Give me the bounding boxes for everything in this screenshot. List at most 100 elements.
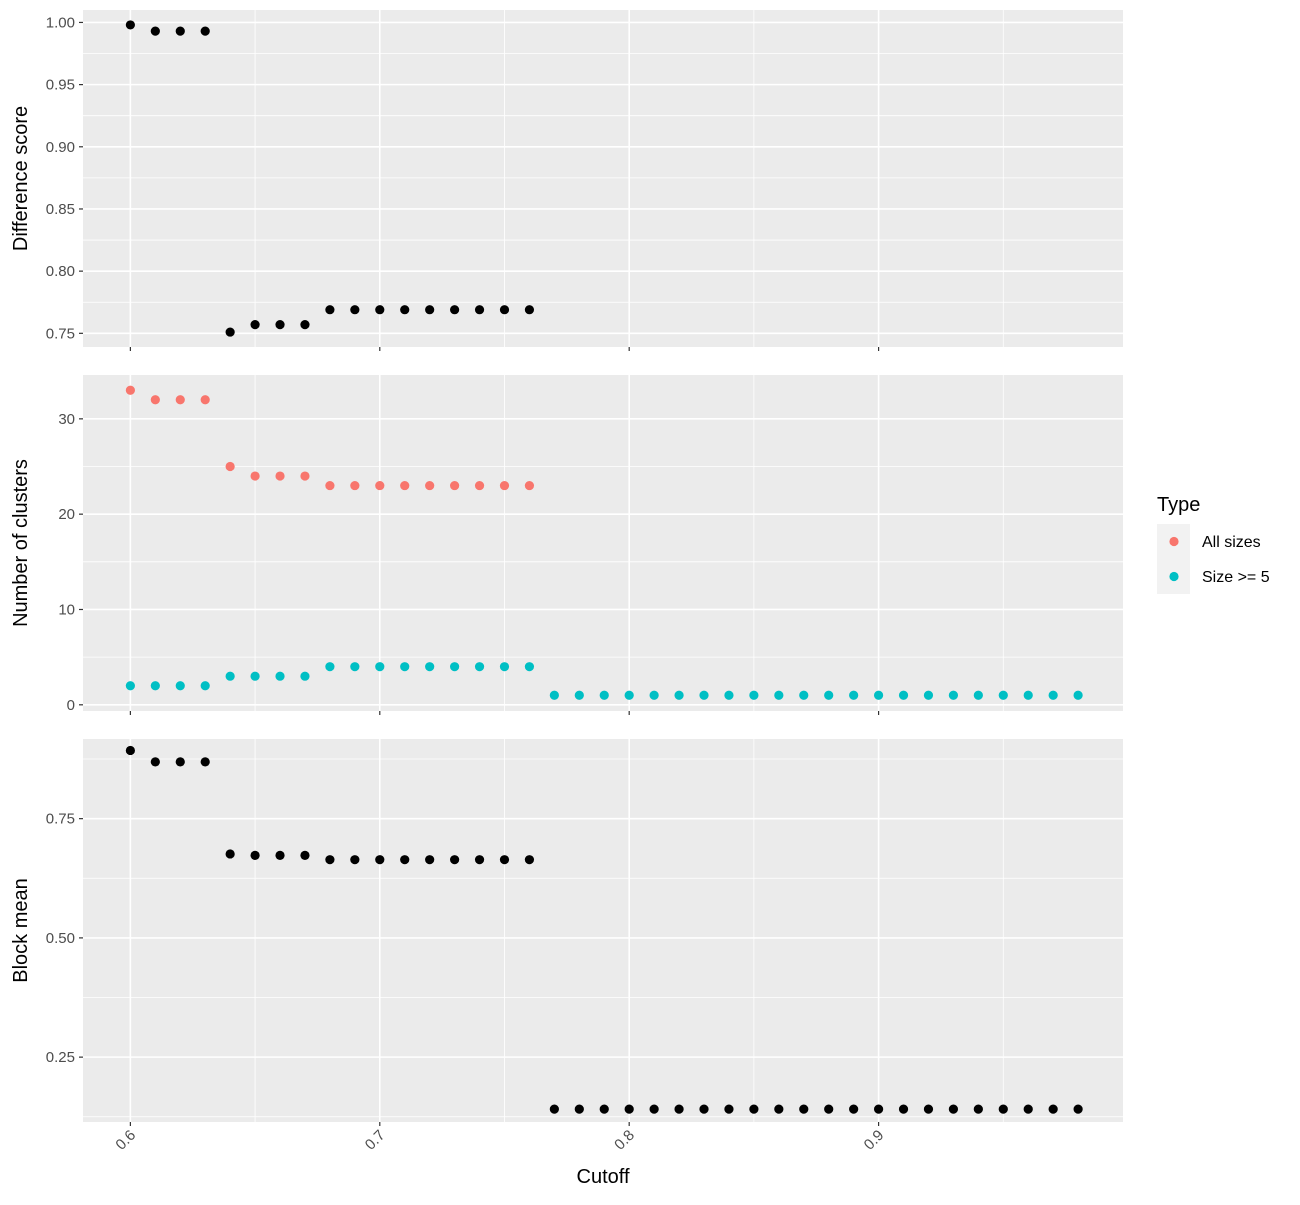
data-point xyxy=(774,690,784,700)
data-point xyxy=(724,690,734,700)
data-point xyxy=(200,26,210,36)
data-point xyxy=(649,1104,659,1114)
data-point xyxy=(425,305,435,315)
data-point xyxy=(774,1104,784,1114)
y-tick-label: 0.75 xyxy=(46,325,75,342)
data-point xyxy=(474,855,485,865)
data-point xyxy=(225,327,235,337)
series-2 xyxy=(125,662,1083,700)
data-point xyxy=(1073,690,1083,700)
data-point xyxy=(325,305,335,315)
data-point xyxy=(275,320,285,330)
data-point xyxy=(150,26,160,36)
data-point xyxy=(250,471,260,481)
data-point xyxy=(400,480,410,491)
data-point xyxy=(450,305,460,315)
data-point xyxy=(624,690,634,700)
legend: Type All sizes Size >= 5 xyxy=(1157,494,1270,594)
panel-background xyxy=(83,375,1123,711)
data-point xyxy=(1073,1104,1083,1114)
y-tick-label: 0.25 xyxy=(46,1049,75,1066)
data-point xyxy=(125,20,135,30)
data-point xyxy=(824,1104,834,1114)
data-point xyxy=(599,1104,609,1114)
data-point xyxy=(923,1104,934,1114)
y-tick-label: 0.85 xyxy=(46,201,75,218)
legend-label: Size >= 5 xyxy=(1202,569,1270,586)
data-point xyxy=(499,855,510,865)
data-point xyxy=(175,681,185,691)
data-point xyxy=(649,690,659,700)
data-point xyxy=(250,671,260,681)
data-point xyxy=(350,855,360,865)
data-point xyxy=(499,480,510,491)
data-point xyxy=(175,757,185,767)
data-point xyxy=(749,690,759,700)
data-point xyxy=(400,305,410,315)
data-point xyxy=(200,681,210,691)
data-point xyxy=(225,671,235,681)
series-1 xyxy=(125,745,1083,1114)
data-point xyxy=(724,1104,734,1114)
data-point xyxy=(350,480,360,491)
data-point xyxy=(524,855,535,865)
data-point xyxy=(350,662,360,672)
data-point xyxy=(300,471,310,481)
panel-1: 0.75 0.80 0.85 0.90 0.95 1.00 Difference score xyxy=(10,10,1123,351)
data-point xyxy=(375,662,385,672)
data-point xyxy=(450,855,460,865)
data-point xyxy=(275,850,285,860)
x-tick-label: 0.8 xyxy=(611,1127,638,1154)
data-point xyxy=(799,1104,809,1114)
legend-swatch xyxy=(1169,571,1179,582)
x-tick-label: 0.9 xyxy=(861,1127,888,1154)
data-point xyxy=(524,305,535,315)
data-point xyxy=(425,480,435,491)
data-point xyxy=(150,395,160,405)
data-point xyxy=(849,1104,859,1114)
data-point xyxy=(150,757,160,767)
panel-background xyxy=(83,10,1123,347)
legend-title: Type xyxy=(1157,494,1200,516)
y-tick-label: 0.80 xyxy=(46,263,75,280)
y-tick-label: 0.90 xyxy=(46,139,75,156)
data-point xyxy=(300,850,310,860)
y-tick-label: 10 xyxy=(58,601,75,618)
data-point xyxy=(275,671,285,681)
y-tick-label: 1.00 xyxy=(46,14,75,31)
data-point xyxy=(524,480,535,491)
data-point xyxy=(325,480,335,491)
y-tick-label: 0.50 xyxy=(46,930,75,947)
y-tick-label: 30 xyxy=(58,411,75,428)
x-tick-label: 0.6 xyxy=(112,1127,139,1154)
data-point xyxy=(898,690,909,700)
data-point xyxy=(474,662,485,672)
data-point xyxy=(873,1104,884,1114)
series-1 xyxy=(125,385,535,491)
legend-swatch xyxy=(1169,536,1179,547)
data-point xyxy=(250,850,260,860)
data-point xyxy=(998,690,1008,700)
data-point xyxy=(375,855,385,865)
data-point xyxy=(225,849,235,859)
data-point xyxy=(873,690,884,700)
data-point xyxy=(474,305,485,315)
data-point xyxy=(400,662,410,672)
data-point xyxy=(150,681,160,691)
data-point xyxy=(674,1104,684,1114)
data-point xyxy=(425,855,435,865)
series-1 xyxy=(125,20,535,337)
data-point xyxy=(375,480,385,491)
data-point xyxy=(275,471,285,481)
data-point xyxy=(699,1104,709,1114)
data-point xyxy=(799,690,809,700)
y-axis-title: Block mean xyxy=(10,878,32,983)
data-point xyxy=(1023,1104,1033,1114)
data-point xyxy=(175,395,185,405)
data-point xyxy=(849,690,859,700)
y-tick-label: 0.95 xyxy=(46,77,75,94)
y-tick-label: 0.75 xyxy=(46,811,75,828)
data-point xyxy=(923,690,934,700)
data-point xyxy=(948,1104,959,1114)
